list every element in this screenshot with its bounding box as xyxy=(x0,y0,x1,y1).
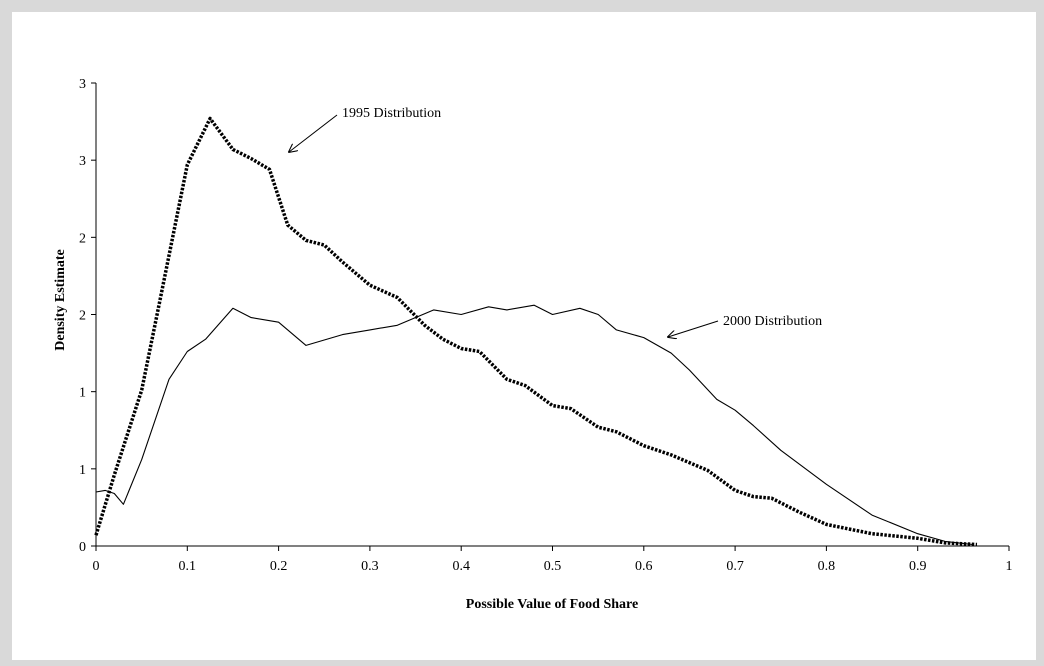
x-tick-label: 0.5 xyxy=(544,559,562,574)
x-tick-label: 0.6 xyxy=(635,559,653,574)
x-tick-label: 1 xyxy=(1006,559,1013,574)
x-tick-label: 0.7 xyxy=(726,559,744,574)
x-tick-label: 0.8 xyxy=(818,559,836,574)
y-tick-label: 2 xyxy=(79,231,86,246)
annotation: 1995 Distribution xyxy=(342,106,441,121)
y-tick-label: 3 xyxy=(79,77,86,92)
annotation-arrow xyxy=(289,114,338,152)
x-tick-label: 0.4 xyxy=(452,559,470,574)
annotation: 2000 Distribution xyxy=(723,314,822,329)
data-line xyxy=(95,304,973,546)
annotation-arrow xyxy=(668,320,719,337)
x-tick-label: 0.2 xyxy=(270,559,288,574)
y-tick-label: 1 xyxy=(79,463,86,478)
y-tick-label: 1 xyxy=(79,386,86,401)
y-axis-title: Density Estimate xyxy=(53,249,68,351)
data-line xyxy=(94,116,978,547)
x-axis-title: Possible Value of Food Share xyxy=(466,597,638,612)
x-tick-label: 0.1 xyxy=(179,559,197,574)
x-tick-label: 0.9 xyxy=(909,559,927,574)
y-tick-label: 3 xyxy=(79,154,86,169)
y-tick-label: 2 xyxy=(79,309,86,324)
y-tick-label: 0 xyxy=(79,540,86,555)
x-tick-label: 0.3 xyxy=(361,559,379,574)
x-tick-label: 0 xyxy=(93,559,100,574)
